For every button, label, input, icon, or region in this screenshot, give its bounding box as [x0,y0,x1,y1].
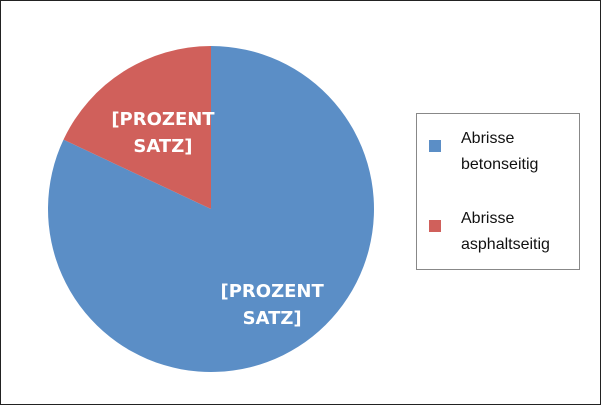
legend-item: Abrisse betonseitig [429,126,579,178]
legend-swatch [429,220,441,232]
legend: Abrisse betonseitig Abrisse asphaltseitig [416,113,580,270]
pie-slice [47,46,374,372]
legend-swatch [429,140,441,152]
data-label: [PROZENT SATZ] [111,109,215,158]
data-label: [PROZENT SATZ] [220,281,324,330]
pie-slice [63,46,212,209]
legend-item: Abrisse asphaltseitig [429,206,579,258]
legend-label: Abrisse asphaltseitig [461,210,550,253]
legend-label: Abrisse betonseitig [461,130,539,173]
